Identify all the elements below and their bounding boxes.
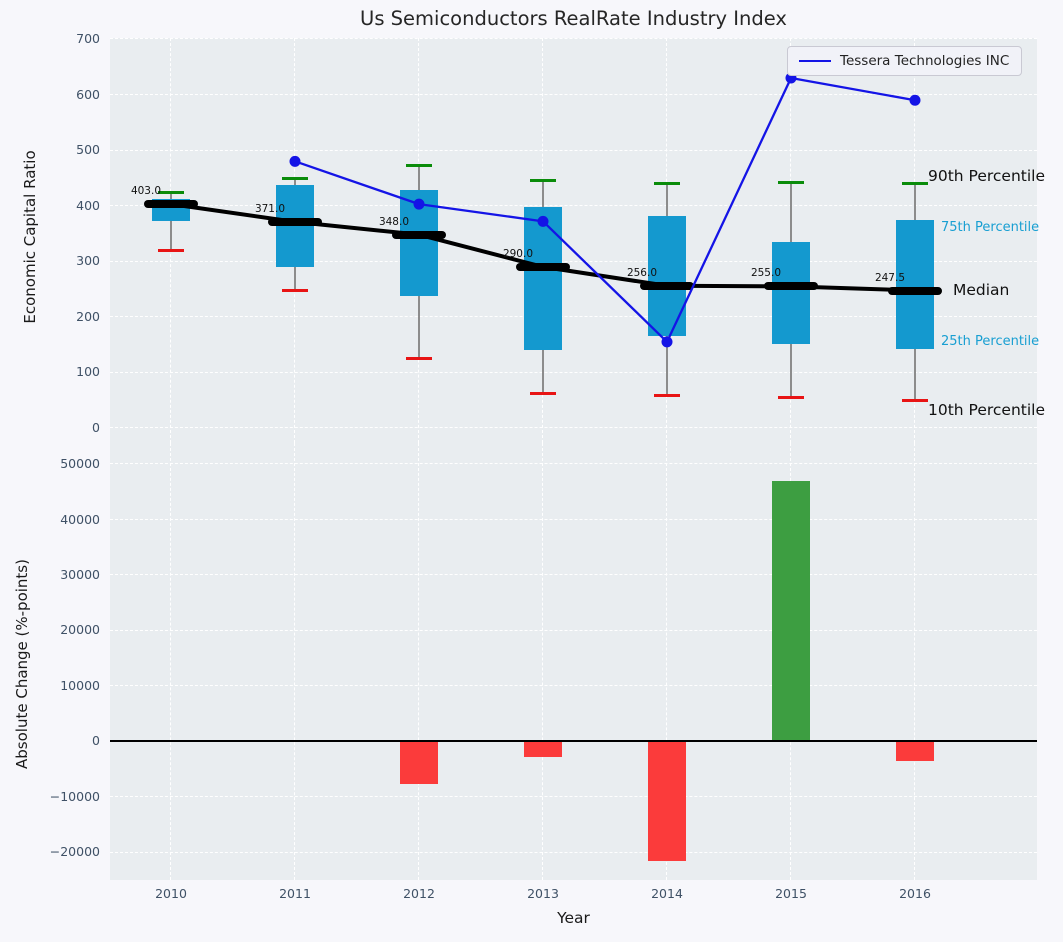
median-band-2016 <box>888 286 942 295</box>
gridline-h <box>110 463 1037 465</box>
cap-10th-2016 <box>902 398 928 402</box>
gridline-h <box>110 371 1037 373</box>
zero-line <box>110 740 1037 743</box>
annotation-median: Median <box>953 280 1010 299</box>
top-axes: 403.0 371.0 348.0 290.0 256.0 255.0 247.5 90th … <box>76 31 1045 443</box>
gridline-v <box>542 443 544 880</box>
median-value-label-2013: 290.0 <box>502 247 533 260</box>
gridline-h <box>110 574 1037 576</box>
bottom-ytick-20000: 20000 <box>60 622 100 638</box>
xtick-2016: 2016 <box>899 886 931 901</box>
bar-2016 <box>896 741 934 762</box>
annotation-90th-percentile: 90th Percentile <box>928 166 1046 185</box>
bottom-ytick-50000: 50000 <box>60 456 100 472</box>
cap-90th-2015 <box>778 180 804 184</box>
xtick-2015: 2015 <box>775 886 807 901</box>
gridline-h <box>110 93 1037 95</box>
median-value-label-2016: 247.5 <box>874 271 905 284</box>
top-ytick-200: 200 <box>76 308 100 324</box>
top-ytick-400: 400 <box>76 197 100 213</box>
median-band-2011 <box>268 217 322 226</box>
median-value-label-2012: 348.0 <box>378 215 409 228</box>
box-2012 <box>400 190 438 297</box>
gridline-v <box>294 443 296 880</box>
tessera-line <box>294 76 916 344</box>
median-band-2014 <box>640 281 694 290</box>
cap-10th-2010 <box>158 248 184 252</box>
cap-90th-2014 <box>654 182 680 186</box>
bottom-ytick-0: 0 <box>92 733 100 749</box>
median-value-label-2010: 403.0 <box>130 185 161 198</box>
top-ytick-0: 0 <box>92 420 100 435</box>
gridline-v <box>170 443 172 880</box>
bottom-y-axis-label: Absolute Change (%-points) <box>13 559 31 769</box>
x-axis-label: Year <box>557 909 590 927</box>
xtick-2013: 2013 <box>527 886 559 901</box>
cap-10th-2015 <box>778 395 804 399</box>
bottom-ytick--20000: −20000 <box>49 844 100 860</box>
bottom-ytick--10000: −10000 <box>49 788 100 804</box>
annotation-75th-percentile: 75th Percentile <box>941 220 1040 235</box>
top-ytick-300: 300 <box>76 253 100 269</box>
box-2016 <box>896 219 934 350</box>
cap-10th-2011 <box>282 289 308 293</box>
median-band-2013 <box>516 262 570 271</box>
gridline-h <box>110 205 1037 207</box>
box-2015 <box>772 241 810 345</box>
median-band-2012 <box>392 230 446 239</box>
cap-10th-2013 <box>530 391 556 395</box>
gridline-h <box>110 796 1037 798</box>
xtick-2014: 2014 <box>651 886 683 901</box>
gridline-h <box>110 427 1037 429</box>
xtick-2010: 2010 <box>155 886 187 901</box>
legend-series-label: Tessera Technologies INC <box>840 53 1010 69</box>
median-value-label-2011: 371.0 <box>254 202 285 215</box>
box-2013 <box>524 207 562 351</box>
cap-10th-2014 <box>654 394 680 398</box>
bar-2012 <box>400 741 438 785</box>
gridline-h <box>110 851 1037 853</box>
top-ytick-600: 600 <box>76 86 100 102</box>
xtick-2012: 2012 <box>403 886 435 901</box>
median-value-label-2014: 256.0 <box>626 266 657 279</box>
bottom-axes: −20000 −10000 0 10000 20000 30000 40000 50000 20… <box>50 443 1037 901</box>
bar-2015 <box>772 480 810 742</box>
median-band-2010 <box>144 200 198 209</box>
gridline-v <box>666 443 668 880</box>
gridline-v <box>914 443 916 880</box>
gridline-h <box>110 629 1037 631</box>
legend-line-swatch <box>799 60 831 62</box>
cap-10th-2012 <box>406 357 432 361</box>
xtick-2011: 2011 <box>279 886 311 901</box>
chart-title: Us Semiconductors RealRate Industry Inde… <box>360 7 787 30</box>
cap-90th-2011 <box>282 176 308 180</box>
cap-90th-2016 <box>902 182 928 186</box>
annotation-10th-percentile: 10th Percentile <box>928 401 1046 420</box>
gridline-h <box>110 38 1037 40</box>
top-ytick-100: 100 <box>76 364 100 380</box>
top-ytick-500: 500 <box>76 142 100 158</box>
cap-90th-2013 <box>530 179 556 183</box>
top-ytick-700: 700 <box>76 31 100 47</box>
bar-2013 <box>524 741 562 758</box>
median-value-label-2015: 255.0 <box>750 267 781 280</box>
bottom-ytick-30000: 30000 <box>60 566 100 582</box>
box-2011 <box>276 185 314 267</box>
bar-2014 <box>648 741 686 862</box>
top-y-axis-label: Economic Capital Ratio <box>21 150 39 324</box>
gridline-h <box>110 518 1037 520</box>
gridline-v <box>418 443 420 880</box>
annotation-25th-percentile: 25th Percentile <box>941 333 1040 349</box>
median-band-2015 <box>764 282 818 291</box>
legend: Tessera Technologies INC <box>787 46 1023 76</box>
gridline-h <box>110 685 1037 687</box>
cap-90th-2010 <box>158 190 184 194</box>
bottom-ytick-40000: 40000 <box>60 511 100 527</box>
cap-90th-2012 <box>406 164 432 168</box>
bottom-ytick-10000: 10000 <box>60 677 100 693</box>
gridline-h <box>110 149 1037 151</box>
